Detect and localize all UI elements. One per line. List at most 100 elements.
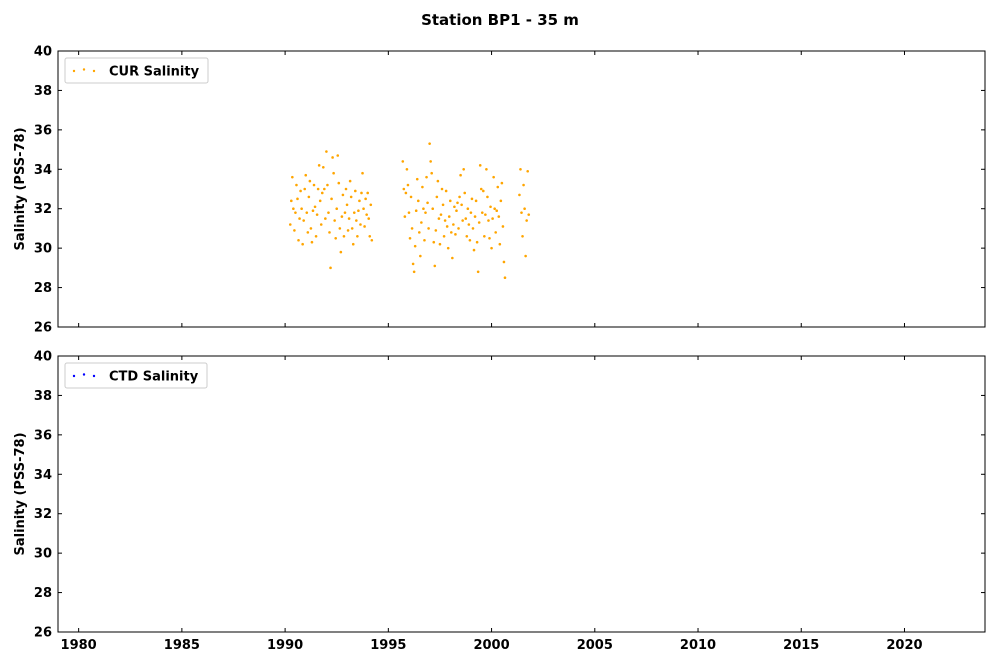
data-point xyxy=(409,195,413,199)
x-tick-label: 2015 xyxy=(783,638,819,653)
data-point xyxy=(330,197,333,201)
data-point xyxy=(487,219,490,222)
data-point xyxy=(320,191,324,195)
y-axis-label: Salinity (PSS-78) xyxy=(13,432,28,555)
data-point xyxy=(470,197,474,201)
data-point xyxy=(451,256,454,260)
data-point xyxy=(360,191,363,195)
data-point xyxy=(326,183,329,187)
data-point xyxy=(319,223,323,226)
data-point xyxy=(291,175,294,179)
data-point xyxy=(288,223,292,226)
data-point xyxy=(526,169,529,173)
data-point xyxy=(295,183,298,187)
x-tick-label: 2000 xyxy=(473,638,509,653)
y-tick-label: 26 xyxy=(34,626,52,641)
data-point xyxy=(332,171,335,175)
data-point xyxy=(322,166,325,169)
data-point xyxy=(482,189,485,193)
data-point xyxy=(413,244,417,248)
x-tick-label: 2020 xyxy=(886,638,922,653)
data-point xyxy=(503,276,507,280)
data-point xyxy=(359,223,362,226)
plot-frame xyxy=(57,355,986,633)
legend-marker xyxy=(82,68,86,71)
data-point xyxy=(427,227,430,230)
data-point xyxy=(407,211,411,214)
data-point xyxy=(433,264,437,268)
data-point xyxy=(525,219,528,222)
data-point xyxy=(432,240,436,244)
legend-marker xyxy=(72,374,76,378)
data-point xyxy=(463,191,467,195)
data-point xyxy=(520,211,523,214)
data-point xyxy=(519,167,522,171)
data-point xyxy=(450,231,453,234)
y-tick-label: 38 xyxy=(34,389,52,404)
plot-panel-top: 26 28 30 32 34 36 38 40 Salinity (PSS-78) CUR Sal… xyxy=(13,45,986,336)
data-point xyxy=(352,211,356,214)
data-point xyxy=(474,199,478,203)
data-point xyxy=(445,225,449,228)
data-point xyxy=(331,156,334,159)
data-point xyxy=(337,181,341,185)
data-point xyxy=(347,217,351,220)
y-tick-label: 40 xyxy=(34,45,52,60)
data-point xyxy=(468,238,472,242)
y-tick-label: 34 xyxy=(34,163,52,178)
y-tick-label: 38 xyxy=(34,84,52,99)
data-point xyxy=(294,211,297,214)
y-axis-label: Salinity (PSS-78) xyxy=(13,127,28,250)
data-point xyxy=(323,187,326,191)
data-point xyxy=(355,219,358,222)
data-point xyxy=(425,175,428,179)
data-point xyxy=(523,207,526,211)
data-point xyxy=(318,199,322,203)
data-point xyxy=(325,150,328,153)
data-point xyxy=(439,213,443,216)
data-point xyxy=(333,219,336,222)
data-point xyxy=(327,211,330,214)
data-point xyxy=(324,217,327,220)
data-point xyxy=(414,209,418,212)
data-point xyxy=(471,227,475,230)
data-point xyxy=(305,211,309,214)
legend-marker xyxy=(92,69,96,73)
x-tick-label: 2005 xyxy=(577,638,613,653)
data-point xyxy=(313,205,317,209)
data-point xyxy=(334,236,337,240)
data-point xyxy=(442,235,446,238)
data-point xyxy=(361,171,364,175)
data-point xyxy=(465,235,469,238)
data-point xyxy=(301,242,304,246)
data-point xyxy=(488,236,491,240)
data-point xyxy=(302,219,305,222)
data-point xyxy=(406,183,410,187)
data-point xyxy=(341,193,345,197)
y-tick-label: 28 xyxy=(34,586,52,601)
data-point xyxy=(303,187,307,191)
data-point xyxy=(317,164,321,167)
data-point xyxy=(367,217,371,220)
x-tick-label: 1985 xyxy=(164,638,200,653)
y-tick-label: 26 xyxy=(34,321,52,336)
data-point xyxy=(300,207,303,211)
data-point xyxy=(357,209,360,212)
data-point xyxy=(437,217,441,220)
data-point xyxy=(315,213,319,216)
data-point xyxy=(411,262,415,266)
data-point xyxy=(524,254,527,258)
data-point xyxy=(419,254,422,258)
data-point xyxy=(455,209,458,212)
data-point xyxy=(498,242,502,246)
data-point xyxy=(401,160,405,163)
data-point xyxy=(494,231,497,234)
data-point xyxy=(350,227,354,230)
data-point xyxy=(466,207,470,211)
data-point xyxy=(477,221,481,224)
data-point xyxy=(527,213,531,216)
data-point xyxy=(307,195,311,199)
data-point xyxy=(298,217,301,220)
data-point xyxy=(412,270,416,274)
